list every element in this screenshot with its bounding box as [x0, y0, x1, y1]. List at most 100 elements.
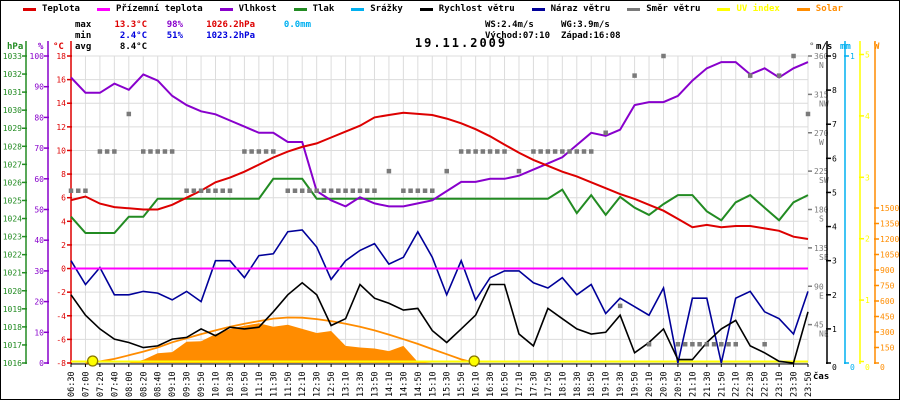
wind-direction-dot [646, 341, 652, 347]
axis-label: SE [819, 253, 829, 262]
wind-direction-dot [191, 188, 197, 193]
series-solar_clear_sky [85, 316, 476, 364]
wind-direction-dot [242, 149, 247, 154]
time-tick-label: 06:30 [67, 371, 77, 397]
time-tick-label: 22:10 [732, 371, 742, 397]
axis-label: 360 [814, 52, 829, 61]
stat-min-humidity: 51% [166, 31, 183, 41]
axis-time: 06:30 07:00 07:20 07:40 08:00 08:20 08:40 09:10… [67, 363, 829, 397]
axis-label: -8 [56, 359, 66, 368]
axis-label: 1021 [3, 269, 22, 278]
legend-item-2: Vlhkost [219, 4, 277, 14]
time-tick-label: 17:50 [544, 371, 554, 397]
wind-direction-dot [552, 149, 558, 154]
wind-direction-dot [198, 188, 204, 193]
axis-label: 315 [814, 90, 829, 99]
axis-label: 70 [34, 144, 44, 153]
wind-direction-dot [68, 188, 74, 193]
wind-direction-dot [733, 341, 738, 347]
time-tick-label: 12:30 [313, 371, 323, 397]
axis-wind: m/s9 8 7 6 5 4 3 2 1 0 [816, 41, 837, 372]
axis-label: 2 [832, 291, 837, 300]
axis-label: 1030 [3, 106, 22, 115]
stats-min-row: min 2.4°C 51% 1023.2hPa [75, 31, 311, 42]
time-tick-label: 18:50 [587, 371, 597, 397]
legend-label: Přízemní teplota [115, 4, 203, 14]
series-wind_speed [70, 281, 809, 364]
legend-swatch [419, 7, 433, 11]
wind-direction-dot [661, 53, 666, 59]
time-tick-label: 10:50 [240, 371, 250, 397]
wind-direction-dot [762, 341, 767, 347]
wind-direction-dot [256, 149, 262, 154]
wind-sun-block: WS:2.4m/s WG:3.9m/s Východ:07:10 Západ:16:… [485, 20, 621, 42]
stat-max-pressure: 1026.2hPa [206, 20, 255, 30]
axis-label: 1 [865, 296, 870, 305]
wind-direction-dot [560, 149, 565, 154]
wind-stats-row: WS:2.4m/s WG:3.9m/s [485, 20, 621, 31]
time-tick-label: 12:50 [327, 371, 337, 397]
wind-direction-dot [719, 341, 724, 347]
wind-direction-dot [148, 149, 153, 154]
axis-label: 6 [832, 154, 837, 163]
axis-label: 1025 [3, 196, 22, 205]
time-tick-label: 14:50 [414, 371, 424, 397]
axis-label: 135 [814, 244, 829, 253]
wind-direction-dot [213, 188, 218, 193]
axis-label: 1350 [880, 220, 899, 229]
wind-direction-dot [169, 149, 175, 154]
stat-sunset: Západ:16:08 [561, 31, 621, 41]
axis-label: 225 [814, 167, 829, 176]
stat-max-humidity: 98% [166, 20, 183, 30]
axis-label: 8 [832, 86, 837, 95]
axis-label: 0 [832, 363, 837, 372]
axis-label: 80 [34, 113, 44, 122]
legend-swatch [293, 7, 307, 11]
time-tick-label: 20:50 [674, 371, 684, 397]
axis-label: čas [813, 371, 829, 382]
stat-avg-temp: 8.4°C [119, 42, 147, 52]
time-tick-label: 14:10 [385, 371, 395, 397]
axis-label: 300 [880, 328, 895, 337]
axis-label: E [819, 291, 824, 300]
time-tick-label: 08:20 [139, 371, 149, 397]
axis-label: 450 [880, 313, 895, 322]
legend-item-9: Solar [796, 4, 843, 14]
legend-item-4: Srážky [351, 4, 403, 14]
wind-direction-dot [350, 188, 356, 193]
time-tick-label: 22:50 [761, 371, 771, 397]
sunset-icon [468, 355, 480, 367]
axis-label: 1027 [3, 160, 22, 169]
wind-direction-dot [155, 149, 160, 154]
legend-label: UV index [736, 4, 780, 14]
time-tick-label: 15:50 [457, 371, 467, 397]
axis-label: 1026 [3, 178, 22, 187]
legend-swatch [717, 7, 731, 11]
axis-label: °C [53, 42, 64, 52]
wind-direction-dot [220, 188, 225, 193]
axis-label: 10 [34, 328, 44, 337]
legend-item-8: UV index [717, 4, 780, 14]
axis-label: 30 [34, 267, 44, 276]
wind-direction-dot [184, 188, 189, 193]
wind-direction-dot [516, 168, 522, 174]
legend-label: Náraz větru [550, 4, 611, 14]
wind-direction-dot [408, 188, 413, 193]
time-tick-label: 13:10 [342, 371, 352, 397]
wind-direction-dot [495, 149, 500, 154]
wind-direction-dot [285, 188, 291, 193]
axis-label: 0 [39, 359, 44, 368]
wind-direction-dot [104, 149, 110, 154]
stats-avg-row: avg 8.4°C [75, 42, 311, 53]
wind-direction-dot [372, 188, 377, 193]
time-tick-label: 08:40 [154, 371, 164, 397]
axis-label: 40 [34, 236, 44, 245]
stat-wind-speed-max: WS:2.4m/s [485, 20, 534, 30]
wind-direction-dot [126, 111, 132, 117]
stats-max-label: max [75, 20, 92, 30]
axis-label: W [819, 138, 824, 147]
axis-uv: 5 4 3 2 1 0 [859, 41, 870, 372]
wind-direction-dot [617, 303, 623, 309]
